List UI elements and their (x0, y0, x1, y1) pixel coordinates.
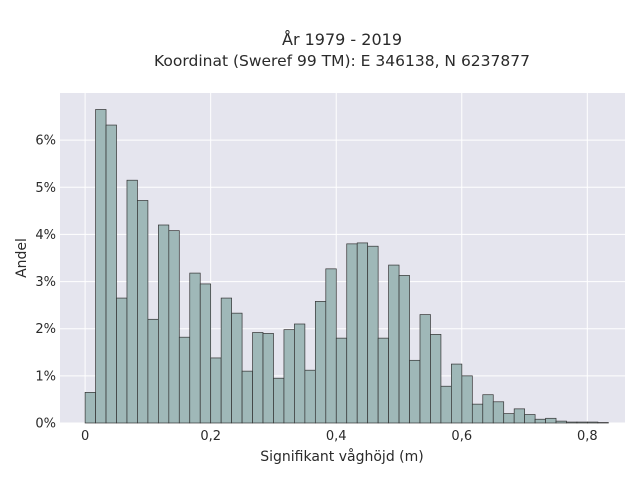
histogram-bar (587, 421, 599, 424)
y-tick-label: 0% (35, 417, 56, 432)
histogram-bar (294, 323, 306, 424)
bars (84, 109, 609, 424)
histogram-bar (262, 333, 274, 424)
histogram-bar (241, 370, 253, 424)
histogram-bar (503, 413, 515, 424)
histogram-bar (419, 314, 431, 424)
x-tick-label: 0,2 (200, 429, 221, 444)
histogram-bar (482, 394, 494, 424)
histogram-bar (471, 403, 484, 424)
histogram-bar (377, 337, 389, 424)
histogram-bar (314, 301, 327, 424)
histogram-bar (199, 283, 212, 424)
y-tick-label: 6% (35, 134, 56, 149)
histogram-bar (84, 392, 96, 424)
x-axis-title: Signifikant våghöjd (m) (260, 448, 423, 465)
y-tick-label: 3% (35, 275, 56, 290)
histogram-bar (566, 421, 578, 424)
histogram-bar (367, 245, 379, 424)
histogram-bar (492, 401, 505, 424)
histogram-bar (335, 337, 348, 424)
histogram-bar (220, 297, 232, 424)
histogram-bar (430, 334, 442, 424)
histogram-bar (231, 312, 243, 424)
histogram-bar (346, 243, 358, 424)
histogram-bar (105, 124, 117, 424)
histogram-bar (283, 329, 295, 424)
histogram-bar (137, 200, 149, 424)
histogram-bar (95, 109, 107, 424)
y-axis-ticks: 0% 1% 2% 3% 4% 5% 6% (35, 134, 56, 432)
histogram-bar (126, 179, 138, 424)
histogram-bar (168, 230, 180, 424)
y-tick-label: 5% (35, 181, 56, 196)
x-tick-label: 0,6 (451, 429, 472, 444)
histogram-bar (461, 375, 473, 424)
histogram-bar (158, 224, 170, 424)
histogram-bar (555, 420, 567, 424)
histogram-bar (398, 275, 410, 424)
histogram-bar (576, 421, 588, 424)
chart-title-line-1: År 1979 - 2019 (282, 30, 402, 49)
histogram-bar (325, 268, 337, 424)
histogram-bar (451, 363, 463, 424)
x-tick-label: 0,8 (577, 429, 598, 444)
histogram-bar (513, 408, 525, 424)
histogram-bar (440, 385, 452, 424)
y-axis-title: Andel (14, 238, 30, 278)
histogram-bar (273, 377, 285, 424)
histogram-bar (147, 318, 159, 424)
histogram-bar (534, 418, 546, 424)
histogram-bar (304, 369, 316, 424)
x-tick-label: 0 (81, 429, 89, 444)
y-tick-label: 2% (35, 322, 56, 337)
histogram-bar (178, 336, 191, 424)
histogram-bar (189, 272, 201, 424)
histogram-bar (524, 414, 536, 424)
histogram-bar (409, 359, 421, 424)
histogram-bar (545, 417, 557, 424)
chart-title-line-2: Koordinat (Sweref 99 TM): E 346138, N 62… (154, 52, 530, 70)
y-tick-label: 4% (35, 228, 56, 243)
histogram-bar (252, 332, 264, 424)
y-tick-label: 1% (35, 369, 56, 384)
x-tick-label: 0,4 (326, 429, 347, 444)
histogram-bar (116, 297, 128, 424)
histogram-bar (210, 357, 222, 424)
histogram-bar (388, 264, 400, 424)
histogram-bar (356, 242, 369, 424)
x-axis-ticks: 0 0,2 0,4 0,6 0,8 (81, 429, 598, 444)
